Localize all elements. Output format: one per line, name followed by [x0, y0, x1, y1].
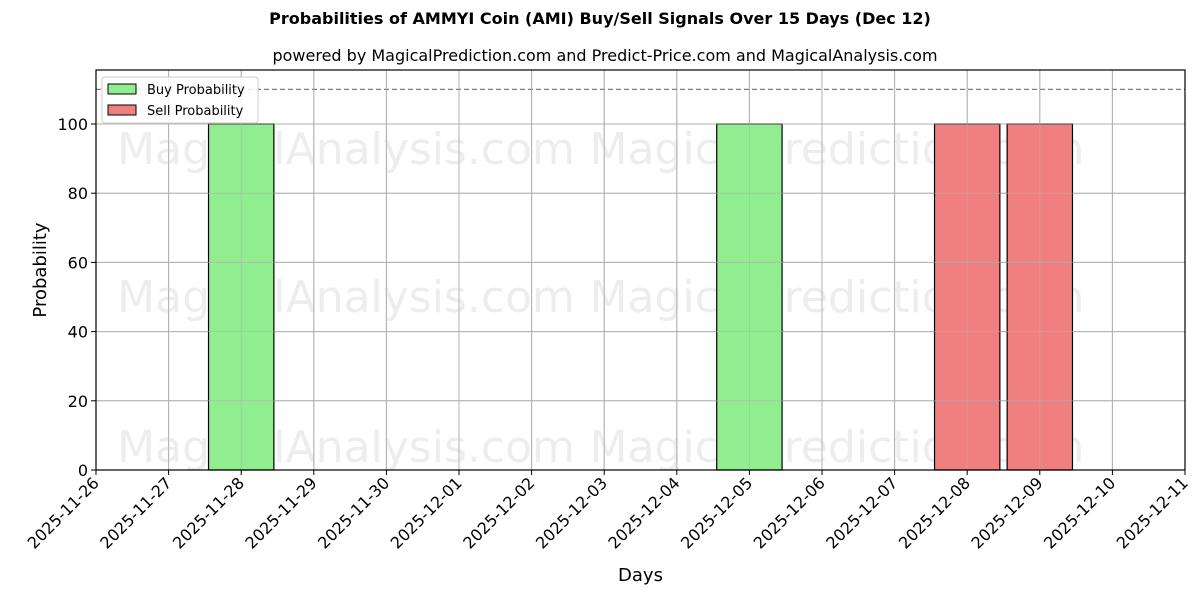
x-tick-label: 2025-12-09 [967, 473, 1046, 552]
chart-subtitle: powered by MagicalPrediction.com and Pre… [272, 46, 938, 65]
x-tick-label: 2025-12-10 [1040, 473, 1119, 552]
plot-area [96, 70, 1185, 470]
x-tick-label: 2025-12-02 [459, 473, 538, 552]
legend-box [101, 76, 259, 124]
legend-label: Sell Probability [147, 104, 244, 119]
x-tick-label: 2025-12-05 [677, 473, 756, 552]
x-tick-label: 2025-11-29 [241, 473, 320, 552]
legend-label: Buy Probability [147, 83, 245, 98]
x-tick-label: 2025-12-03 [532, 473, 611, 552]
watermark-text: MagicalPrediction.com [590, 272, 1085, 323]
x-tick-label: 2025-12-08 [895, 473, 974, 552]
y-tick-label: 40 [68, 323, 88, 342]
watermark-text: MagicalPrediction.com [590, 422, 1085, 473]
x-tick-label: 2025-12-07 [822, 473, 901, 552]
watermark-text: MagicalAnalysis.com [117, 422, 575, 473]
x-tick-label: 2025-12-11 [1113, 473, 1192, 552]
watermark-text: MagicalAnalysis.com [117, 272, 575, 323]
x-axis-label: Days [618, 565, 663, 586]
x-tick-label: 2025-11-26 [24, 473, 103, 552]
x-tick-label: 2025-12-06 [750, 473, 829, 552]
x-tick-label: 2025-11-28 [169, 473, 248, 552]
x-tick-label: 2025-11-27 [96, 473, 175, 552]
x-tick-label: 2025-12-01 [387, 473, 466, 552]
y-tick-label: 0 [78, 461, 88, 480]
x-tick-label: 2025-12-04 [604, 473, 683, 552]
x-tick-label: 2025-11-30 [314, 473, 393, 552]
chart-title: Probabilities of AMMYI Coin (AMI) Buy/Se… [269, 9, 931, 28]
watermark-text: MagicalPrediction.com [590, 124, 1085, 175]
y-tick-label: 80 [68, 184, 88, 203]
y-tick-label: 60 [68, 253, 88, 272]
axes-frame [95, 69, 1186, 471]
y-axis-label: Probability [30, 222, 51, 317]
watermark-text: MagicalAnalysis.com [117, 124, 575, 175]
legend-swatch-buy-probability [107, 83, 137, 95]
legend-swatch-sell-probability [107, 104, 137, 116]
y-tick-label: 100 [57, 115, 88, 134]
y-tick-label: 20 [68, 392, 88, 411]
